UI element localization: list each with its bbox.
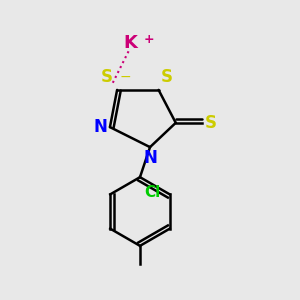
Text: Cl: Cl	[144, 185, 161, 200]
Text: +: +	[144, 33, 154, 46]
Text: S: S	[101, 68, 113, 86]
Text: S: S	[204, 114, 216, 132]
Text: −: −	[120, 70, 132, 84]
Text: S: S	[161, 68, 173, 86]
Text: N: N	[93, 118, 107, 136]
Text: K: K	[123, 34, 137, 52]
Text: N: N	[143, 148, 157, 166]
